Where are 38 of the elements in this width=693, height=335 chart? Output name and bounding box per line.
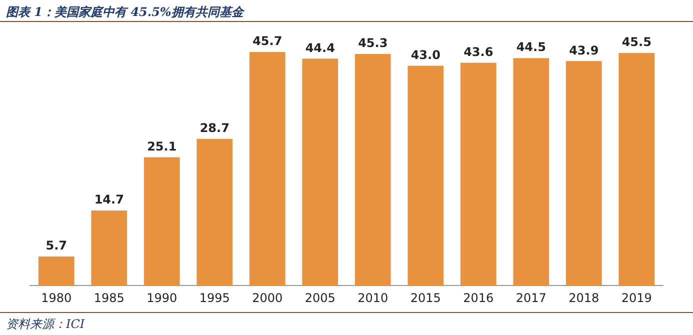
data-label: 44.5 bbox=[516, 40, 546, 54]
bar bbox=[249, 52, 286, 286]
x-tick-label: 1990 bbox=[146, 290, 178, 305]
data-label: 44.4 bbox=[305, 40, 335, 55]
text: 资料来源：ICI bbox=[6, 316, 86, 333]
x-tick-label: 2016 bbox=[463, 290, 494, 305]
data-label: 14.7 bbox=[94, 192, 124, 207]
bar bbox=[513, 58, 550, 286]
x-tick-label: 2015 bbox=[410, 290, 441, 305]
bar bbox=[38, 256, 74, 286]
bar bbox=[566, 61, 602, 286]
x-tick-label: 1985 bbox=[94, 290, 124, 305]
data-label: 28.7 bbox=[200, 121, 230, 136]
bar bbox=[618, 53, 655, 286]
x-tick-label: 2018 bbox=[568, 290, 600, 305]
bar bbox=[460, 62, 496, 286]
x-tick-label: 2005 bbox=[304, 290, 336, 305]
data-label: 43.0 bbox=[410, 48, 440, 62]
bar bbox=[408, 66, 444, 286]
chart-title: 图表 1：美国家庭中有 45.5%拥有共同基金 bbox=[0, 0, 693, 22]
bar bbox=[91, 210, 128, 286]
x-tick-label: 1995 bbox=[199, 290, 230, 305]
data-label: 5.7 bbox=[46, 238, 68, 253]
bar bbox=[302, 58, 338, 286]
bar bbox=[354, 54, 391, 286]
x-tick-label: 2019 bbox=[621, 290, 652, 305]
bar bbox=[196, 138, 233, 286]
data-label: 43.6 bbox=[464, 44, 494, 59]
bar bbox=[144, 157, 180, 286]
data-label: 43.9 bbox=[569, 43, 599, 58]
x-tick-label: 1980 bbox=[41, 290, 72, 305]
x-tick-label: 2010 bbox=[358, 290, 388, 305]
x-tick-label: 2017 bbox=[516, 290, 546, 305]
data-label: 25.1 bbox=[147, 139, 177, 154]
data-label: 45.5 bbox=[622, 35, 652, 50]
data-label: 45.3 bbox=[358, 36, 388, 50]
x-tick-label: 2000 bbox=[252, 290, 283, 305]
data-label: 45.7 bbox=[252, 34, 282, 48]
